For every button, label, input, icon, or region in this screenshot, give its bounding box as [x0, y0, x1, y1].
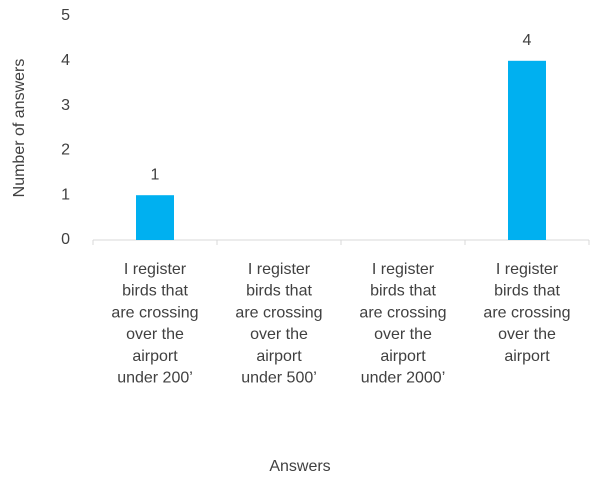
data-label: 1 — [151, 166, 160, 183]
y-tick-label: 4 — [61, 52, 70, 69]
bar — [136, 195, 174, 240]
data-label: 4 — [523, 32, 532, 49]
y-tick-label: 0 — [61, 231, 70, 248]
y-tick-label: 2 — [61, 142, 70, 159]
x-tick-label: I register birds that are crossing over the… — [359, 261, 446, 387]
x-tick-label: I register birds that are crossing over the… — [111, 261, 198, 387]
y-tick-label: 1 — [61, 186, 70, 203]
y-tick-label: 3 — [61, 97, 70, 114]
x-axis-title: Answers — [269, 458, 330, 475]
y-axis-title: Number of answers — [11, 59, 28, 198]
x-tick-label: I register birds that are crossing over the… — [235, 261, 322, 387]
y-tick-label: 5 — [61, 7, 70, 24]
bar — [508, 60, 546, 240]
x-tick-label: I register birds that are crossing over the… — [483, 261, 570, 365]
